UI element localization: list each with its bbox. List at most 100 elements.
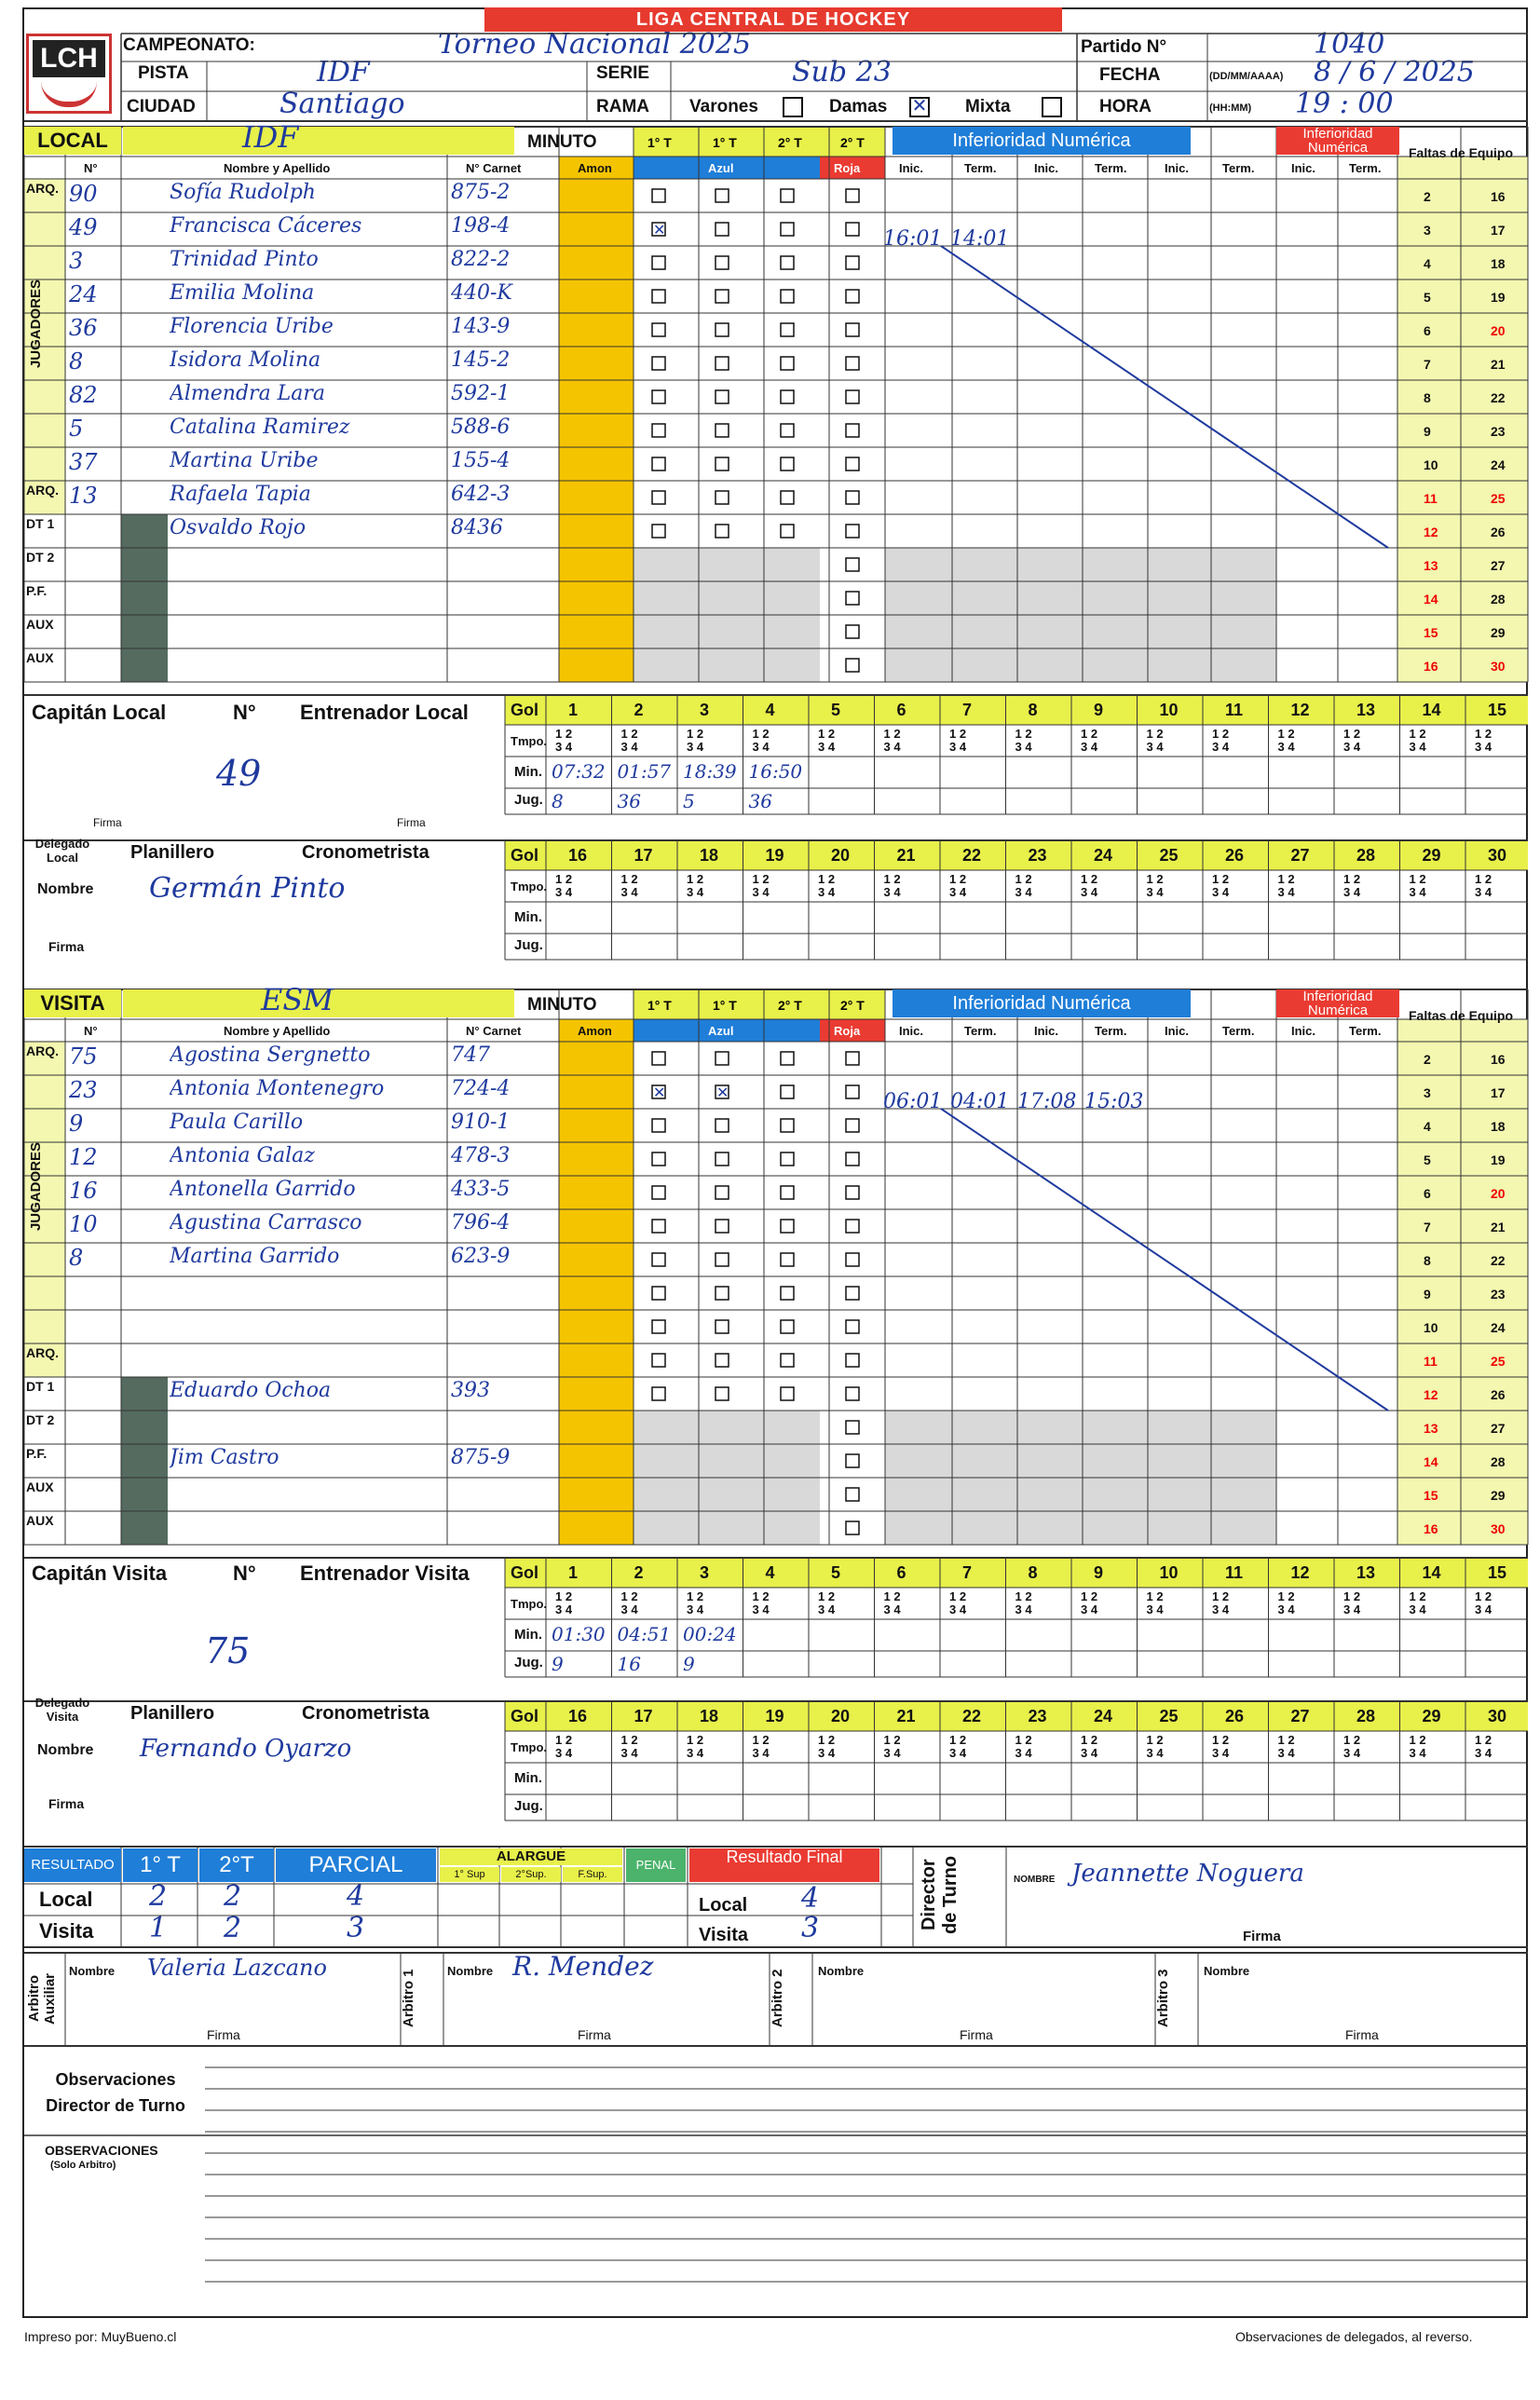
roja-checkbox[interactable] bbox=[845, 1319, 860, 1334]
falta-number[interactable]: 26 bbox=[1491, 1387, 1506, 1402]
azul-checkbox-2[interactable] bbox=[715, 255, 729, 270]
falta-number[interactable]: 12 bbox=[1424, 525, 1438, 539]
azul-checkbox-2[interactable] bbox=[715, 1084, 729, 1099]
falta-number[interactable]: 17 bbox=[1491, 1085, 1506, 1100]
roja-checkbox[interactable] bbox=[845, 289, 860, 304]
falta-number[interactable]: 17 bbox=[1491, 223, 1506, 238]
roja-checkbox[interactable] bbox=[845, 389, 860, 404]
falta-number[interactable]: 29 bbox=[1491, 1488, 1506, 1503]
falta-number[interactable]: 11 bbox=[1424, 1354, 1438, 1369]
falta-number[interactable]: 14 bbox=[1424, 592, 1438, 607]
falta-number[interactable]: 25 bbox=[1491, 1354, 1506, 1369]
azul-checkbox-1[interactable] bbox=[651, 222, 666, 237]
roja-checkbox[interactable] bbox=[845, 1118, 860, 1133]
falta-number[interactable]: 12 bbox=[1424, 1387, 1438, 1402]
falta-number[interactable]: 11 bbox=[1424, 491, 1438, 506]
falta-number[interactable]: 28 bbox=[1491, 1454, 1506, 1469]
roja-checkbox[interactable] bbox=[845, 524, 860, 539]
roja-checkbox[interactable] bbox=[845, 1420, 860, 1435]
falta-number[interactable]: 22 bbox=[1491, 1253, 1506, 1268]
falta-number[interactable]: 21 bbox=[1491, 1220, 1506, 1234]
azul-checkbox-3[interactable] bbox=[780, 524, 795, 539]
falta-number[interactable]: 16 bbox=[1424, 1521, 1438, 1536]
falta-number[interactable]: 9 bbox=[1424, 424, 1431, 439]
falta-number[interactable]: 13 bbox=[1424, 558, 1438, 573]
falta-number[interactable]: 18 bbox=[1491, 1119, 1506, 1134]
roja-checkbox[interactable] bbox=[845, 1386, 860, 1401]
falta-number[interactable]: 13 bbox=[1424, 1421, 1438, 1436]
roja-checkbox[interactable] bbox=[845, 624, 860, 639]
falta-number[interactable]: 16 bbox=[1491, 1052, 1506, 1067]
azul-checkbox-3[interactable] bbox=[780, 1252, 795, 1267]
azul-checkbox-1[interactable] bbox=[651, 322, 666, 337]
azul-checkbox-2[interactable] bbox=[715, 356, 729, 371]
azul-checkbox-3[interactable] bbox=[780, 389, 795, 404]
falta-number[interactable]: 27 bbox=[1491, 1421, 1506, 1436]
falta-number[interactable]: 20 bbox=[1491, 323, 1506, 338]
roja-checkbox[interactable] bbox=[845, 557, 860, 572]
roja-checkbox[interactable] bbox=[845, 322, 860, 337]
azul-checkbox-1[interactable] bbox=[651, 1252, 666, 1267]
falta-number[interactable]: 26 bbox=[1491, 525, 1506, 539]
falta-number[interactable]: 9 bbox=[1424, 1287, 1431, 1302]
roja-checkbox[interactable] bbox=[845, 591, 860, 606]
azul-checkbox-3[interactable] bbox=[780, 322, 795, 337]
azul-checkbox-2[interactable] bbox=[715, 1319, 729, 1334]
falta-number[interactable]: 24 bbox=[1491, 457, 1506, 472]
roja-checkbox[interactable] bbox=[845, 658, 860, 673]
azul-checkbox-3[interactable] bbox=[780, 1353, 795, 1368]
azul-checkbox-3[interactable] bbox=[780, 222, 795, 237]
azul-checkbox-2[interactable] bbox=[715, 1386, 729, 1401]
falta-number[interactable]: 16 bbox=[1424, 659, 1438, 674]
azul-checkbox-1[interactable] bbox=[651, 289, 666, 304]
roja-checkbox[interactable] bbox=[845, 1286, 860, 1301]
falta-number[interactable]: 4 bbox=[1424, 1119, 1431, 1134]
azul-checkbox-1[interactable] bbox=[651, 1319, 666, 1334]
falta-number[interactable]: 6 bbox=[1424, 323, 1431, 338]
falta-number[interactable]: 22 bbox=[1491, 390, 1506, 405]
falta-number[interactable]: 23 bbox=[1491, 1287, 1506, 1302]
falta-number[interactable]: 2 bbox=[1424, 189, 1431, 204]
falta-number[interactable]: 5 bbox=[1424, 1152, 1431, 1167]
azul-checkbox-3[interactable] bbox=[780, 188, 795, 203]
azul-checkbox-1[interactable] bbox=[651, 188, 666, 203]
falta-number[interactable]: 25 bbox=[1491, 491, 1506, 506]
azul-checkbox-3[interactable] bbox=[780, 1051, 795, 1066]
roja-checkbox[interactable] bbox=[845, 1252, 860, 1267]
falta-number[interactable]: 6 bbox=[1424, 1186, 1431, 1201]
azul-checkbox-2[interactable] bbox=[715, 389, 729, 404]
falta-number[interactable]: 30 bbox=[1491, 1521, 1506, 1536]
azul-checkbox-1[interactable] bbox=[651, 457, 666, 471]
azul-checkbox-2[interactable] bbox=[715, 1353, 729, 1368]
azul-checkbox-2[interactable] bbox=[715, 490, 729, 505]
falta-number[interactable]: 14 bbox=[1424, 1454, 1438, 1469]
falta-number[interactable]: 8 bbox=[1424, 1253, 1431, 1268]
azul-checkbox-3[interactable] bbox=[780, 457, 795, 471]
falta-number[interactable]: 4 bbox=[1424, 256, 1431, 271]
roja-checkbox[interactable] bbox=[845, 1453, 860, 1468]
azul-checkbox-1[interactable] bbox=[651, 1185, 666, 1200]
azul-checkbox-1[interactable] bbox=[651, 389, 666, 404]
azul-checkbox-2[interactable] bbox=[715, 457, 729, 471]
azul-checkbox-1[interactable] bbox=[651, 1118, 666, 1133]
azul-checkbox-2[interactable] bbox=[715, 322, 729, 337]
varones-checkbox[interactable] bbox=[783, 97, 803, 117]
falta-number[interactable]: 10 bbox=[1424, 457, 1438, 472]
azul-checkbox-2[interactable] bbox=[715, 289, 729, 304]
roja-checkbox[interactable] bbox=[845, 222, 860, 237]
azul-checkbox-3[interactable] bbox=[780, 1386, 795, 1401]
falta-number[interactable]: 10 bbox=[1424, 1320, 1438, 1335]
roja-checkbox[interactable] bbox=[845, 1185, 860, 1200]
azul-checkbox-3[interactable] bbox=[780, 289, 795, 304]
roja-checkbox[interactable] bbox=[845, 356, 860, 371]
azul-checkbox-3[interactable] bbox=[780, 1219, 795, 1234]
azul-checkbox-3[interactable] bbox=[780, 423, 795, 438]
falta-number[interactable]: 16 bbox=[1491, 189, 1506, 204]
falta-number[interactable]: 21 bbox=[1491, 357, 1506, 372]
falta-number[interactable]: 20 bbox=[1491, 1186, 1506, 1201]
falta-number[interactable]: 2 bbox=[1424, 1052, 1431, 1067]
azul-checkbox-3[interactable] bbox=[780, 1185, 795, 1200]
azul-checkbox-3[interactable] bbox=[780, 1286, 795, 1301]
azul-checkbox-1[interactable] bbox=[651, 1152, 666, 1166]
azul-checkbox-1[interactable] bbox=[651, 1219, 666, 1234]
